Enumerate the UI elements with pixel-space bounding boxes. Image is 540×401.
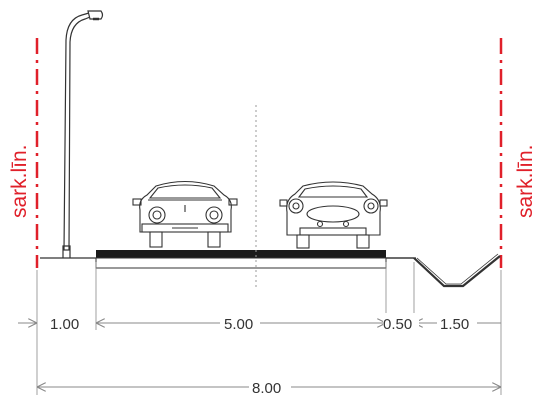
dim-label-ditch: 1.50 [440,316,469,333]
road-asphalt [96,250,386,258]
boundary-label-left: sark.līn. [8,144,31,218]
street-lamp-icon [62,10,104,258]
dim-label-carriageway: 5.00 [224,316,253,333]
dim-label-sidewalk: 1.00 [50,316,79,333]
extension-lines [36,262,502,395]
road-base [95,257,387,269]
dim-label-shoulder: 0.50 [383,316,412,333]
ditch-profile-inner [416,253,499,285]
car-rear-icon [279,181,388,249]
dim-label-total: 8.00 [252,380,281,397]
ditch-profile [413,255,501,288]
boundary-label-right: sark.līn. [514,144,537,218]
car-front-icon [132,180,238,248]
